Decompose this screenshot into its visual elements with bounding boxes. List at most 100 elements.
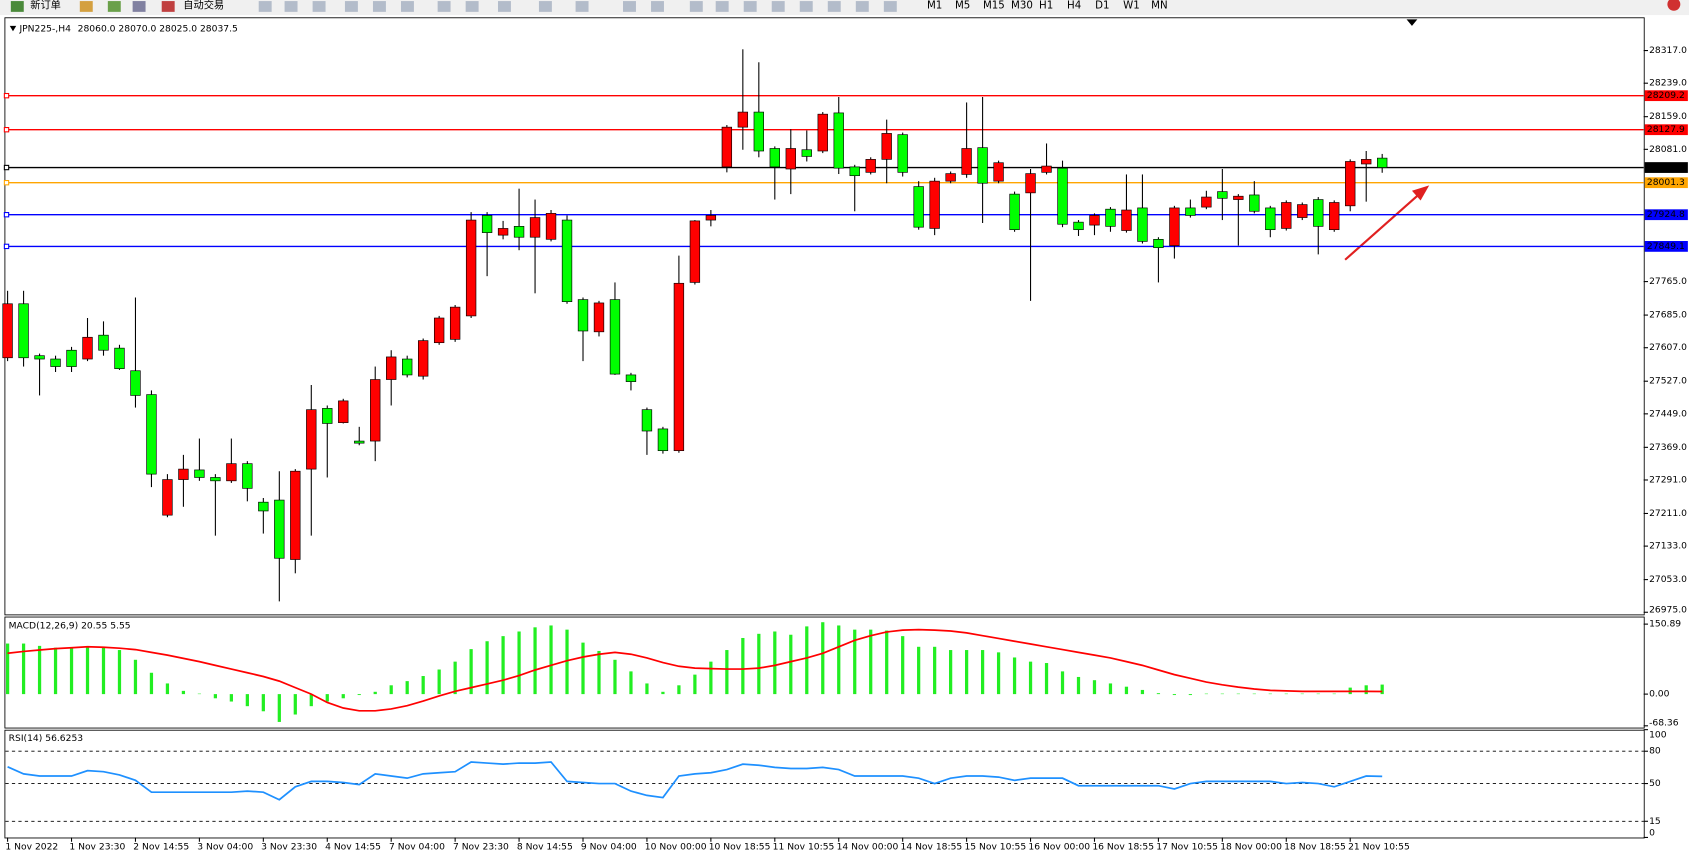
- timeframe-button[interactable]: MN: [1151, 0, 1167, 11]
- histogram-bar: [805, 626, 809, 695]
- histogram-bar: [165, 683, 170, 695]
- histogram-bar: [325, 694, 329, 702]
- timeframe-button[interactable]: W1: [1123, 0, 1140, 11]
- level-marker: [3, 212, 10, 218]
- y-tick-label: -68.36: [1649, 718, 1679, 729]
- panel-title: MACD(12,26,9) 20.55 5.55: [9, 621, 131, 632]
- x-tick-label: 7 Nov 04:00: [389, 842, 445, 853]
- histogram-bar: [21, 643, 26, 695]
- candle-body: [130, 370, 141, 396]
- histogram-bar: [661, 691, 665, 695]
- candle-body: [18, 303, 29, 359]
- histogram-bar: [549, 625, 553, 695]
- y-tick-label: 100: [1649, 730, 1667, 741]
- level-label-bg: [1644, 177, 1688, 189]
- icon: [372, 1, 386, 12]
- timeframe-button[interactable]: H4: [1067, 0, 1081, 11]
- y-tick-label: 50: [1649, 778, 1661, 789]
- candle-body: [1281, 202, 1292, 229]
- toolbar-icons: [258, 1, 897, 12]
- candle-body: [322, 408, 333, 424]
- candle-body: [689, 220, 701, 283]
- close-icon[interactable]: [1667, 0, 1681, 11]
- timeframe-button[interactable]: M1: [927, 0, 942, 11]
- icon: [883, 1, 897, 12]
- candle-body: [194, 469, 205, 478]
- y-tick-label: 0: [1649, 828, 1655, 839]
- candle-body: [561, 219, 573, 303]
- timeframe-button[interactable]: M30: [1011, 0, 1033, 11]
- timeframe-button[interactable]: D1: [1095, 0, 1109, 11]
- histogram-bar: [261, 694, 265, 712]
- x-tick-label: 1 Nov 2022: [5, 842, 58, 853]
- toolbar: 新订单 自动交易 M1 M5 M15 M30 H1 H4 D1 W1 MN: [0, 0, 1689, 16]
- candle-body: [769, 148, 780, 168]
- candle-body: [338, 400, 349, 423]
- histogram-bar: [565, 629, 569, 695]
- y-tick-label: 0.00: [1649, 689, 1670, 700]
- panel-title: JPN225-,H4: [18, 24, 71, 35]
- histogram-bar: [1364, 685, 1368, 695]
- histogram-bar: [613, 659, 617, 695]
- candle-body: [417, 340, 429, 377]
- candle-body: [897, 134, 908, 173]
- toolbar-button[interactable]: 新订单: [30, 0, 61, 11]
- timeframe-button[interactable]: M5: [955, 0, 970, 11]
- icon: [258, 1, 272, 12]
- histogram-bar: [869, 629, 873, 695]
- x-tick-label: 4 Nov 14:55: [325, 842, 381, 853]
- timeframe-button[interactable]: H1: [1039, 0, 1053, 11]
- candle-body: [641, 409, 653, 432]
- icon: [827, 1, 841, 12]
- candle-body: [386, 356, 397, 380]
- y-tick-label: 27527.0: [1649, 376, 1687, 387]
- histogram-bar: [229, 694, 233, 702]
- histogram-bar: [533, 627, 537, 695]
- histogram-bar: [277, 694, 281, 722]
- histogram-bar: [949, 650, 953, 695]
- histogram-bar: [1380, 684, 1384, 695]
- y-tick-label: 26975.0: [1649, 605, 1687, 616]
- candle-body: [290, 470, 301, 560]
- level-marker: [3, 164, 10, 171]
- toolbar-button[interactable]: 自动交易: [183, 0, 224, 11]
- histogram-bar: [853, 629, 857, 695]
- candle-body: [737, 111, 749, 128]
- icon: [855, 1, 869, 12]
- candle-body: [705, 215, 717, 221]
- histogram-bar: [773, 631, 777, 695]
- icon: [771, 1, 785, 12]
- candle-body: [1361, 159, 1372, 165]
- histogram-bar: [1028, 661, 1033, 695]
- y-tick-label: 28159.0: [1649, 111, 1687, 122]
- level-label: 28037.5: [1647, 162, 1685, 173]
- candle-body: [865, 159, 876, 173]
- x-tick-label: 3 Nov 23:30: [261, 842, 317, 853]
- icon: [651, 1, 664, 12]
- histogram-bar: [597, 650, 601, 695]
- x-tick-label: 10 Nov 18:55: [709, 842, 771, 853]
- icon: [344, 1, 358, 12]
- level-label-bg: [1644, 209, 1688, 221]
- candle-body: [1153, 238, 1164, 249]
- candle-body: [306, 409, 317, 470]
- histogram-bar: [69, 647, 74, 695]
- candle-body: [1185, 207, 1196, 216]
- icon: [538, 1, 552, 12]
- candle-body: [210, 477, 221, 482]
- candle-body: [481, 215, 493, 233]
- icon: [743, 1, 757, 12]
- histogram-bar: [1172, 694, 1177, 696]
- candle-body: [242, 463, 253, 489]
- level-marker: [3, 127, 10, 133]
- timeframe-button[interactable]: M15: [983, 0, 1005, 11]
- candle-body: [785, 148, 796, 170]
- icon: [79, 1, 93, 12]
- candle-body: [1217, 191, 1228, 199]
- annotation-arrowhead: [1411, 185, 1430, 201]
- histogram-bar: [917, 646, 921, 695]
- x-tick-label: 14 Nov 18:55: [901, 842, 963, 853]
- level-label-bg: [1644, 124, 1688, 136]
- candle-body: [449, 306, 461, 340]
